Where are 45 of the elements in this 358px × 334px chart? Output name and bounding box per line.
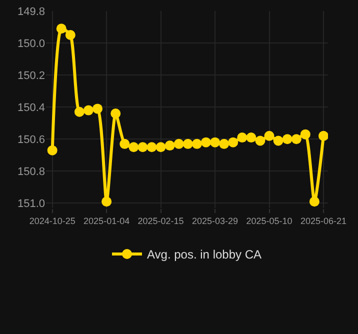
point [210, 137, 220, 148]
point [200, 137, 211, 148]
point [264, 130, 274, 141]
point [83, 105, 94, 116]
point [300, 129, 310, 140]
point [174, 138, 184, 149]
x-tick-label: 2025-06-21 [300, 216, 347, 226]
point [110, 108, 121, 118]
point [273, 136, 284, 146]
point [156, 142, 166, 152]
point [219, 138, 230, 149]
x-tick-label: 2025-02-15 [138, 216, 184, 226]
y-tick-label: 151.0 [17, 198, 45, 210]
point [228, 137, 238, 148]
point [120, 138, 130, 149]
point [309, 196, 320, 207]
point [56, 24, 66, 34]
point [237, 132, 248, 143]
point [92, 104, 103, 114]
x-tick-label: 2025-03-29 [192, 216, 238, 226]
y-tick-label: 150.2 [17, 70, 45, 82]
point [192, 138, 202, 149]
y-tick-label: 150.8 [17, 166, 45, 178]
point [138, 142, 148, 152]
point [128, 142, 139, 152]
point [146, 142, 157, 152]
y-tick-label: 150.0 [17, 38, 45, 50]
y-tick-label: 149.8 [17, 6, 45, 18]
point [102, 196, 112, 207]
point [65, 30, 76, 40]
point [282, 134, 292, 144]
point [318, 130, 328, 141]
point [255, 136, 266, 146]
x-tick-label: 2025-05-10 [246, 216, 292, 226]
x-tick-label: 2025-01-04 [84, 216, 130, 226]
point [291, 134, 302, 144]
point [182, 138, 193, 149]
point [246, 132, 256, 143]
point [47, 145, 58, 156]
x-tick-label: 2024-10-25 [29, 216, 76, 226]
legend-label: Avg. pos. in lobby CA [147, 248, 262, 262]
y-tick-label: 150.4 [17, 102, 45, 114]
y-tick-label: 150.6 [17, 134, 45, 146]
point [164, 140, 175, 151]
point [74, 106, 84, 117]
